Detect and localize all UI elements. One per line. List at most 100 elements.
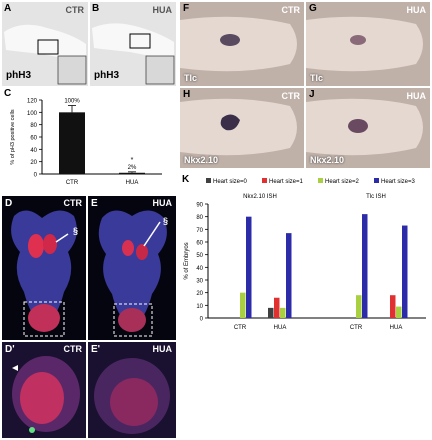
chart-k-group-title: Nkx2.10 ISH (243, 194, 277, 200)
chart-k-category-label: CTR (234, 325, 247, 331)
chart-k-group-title: Tlc ISH (366, 194, 386, 200)
chart-k-y-tick-label: 60 (196, 241, 203, 247)
panel-f-image (180, 2, 304, 86)
panel-a-letter: A (4, 3, 12, 14)
chart-k-y-tick-label: 40 (196, 266, 203, 272)
chart-c-significance: * (131, 157, 134, 164)
chart-c-y-tick-label: 100 (27, 111, 38, 117)
chart-k-bar (402, 225, 408, 318)
panel-b-letter: B (92, 3, 100, 14)
chart-k-bar (268, 307, 274, 318)
panel-b-image (90, 2, 176, 86)
chart-c-y-tick-label: 20 (30, 160, 37, 166)
panel-d-condition: CTR (63, 198, 83, 208)
chart-k-legend-label: Heart size=2 (325, 179, 360, 185)
chart-k-bar (362, 214, 368, 318)
panel-d-prime-letter: D' (5, 344, 15, 355)
chart-k: Heart size=0 Heart size=1 Heart size=2 Hear… (184, 178, 426, 331)
chart-c-category-label: HUA (126, 180, 139, 186)
chart-k-category-label: HUA (274, 325, 287, 331)
chart-k-bar (240, 292, 246, 318)
chart-k-bar (286, 233, 292, 318)
panel-f-letter: F (183, 3, 190, 14)
panel-d-prime-condition: CTR (63, 344, 83, 354)
panel-j: J HUA Nkx2.10 (306, 88, 430, 168)
panel-b-condition: HUA (152, 5, 173, 15)
panel-h-letter: H (183, 89, 191, 100)
panel-e-image (88, 196, 176, 340)
chart-k-legend-swatch (374, 178, 379, 183)
panel-j-image (306, 88, 430, 168)
panel-j-stain: Nkx2.10 (310, 155, 345, 165)
chart-k-bar (396, 306, 402, 318)
panel-g: G HUA Tlc (306, 2, 430, 86)
chart-k-y-tick-label: 90 (196, 203, 203, 209)
chart-k-y-tick-label: 10 (196, 304, 203, 310)
chart-k-bar (356, 295, 362, 318)
panel-d-marker: § (72, 226, 78, 236)
panel-e-condition: HUA (152, 198, 173, 208)
panel-b: B HUA phH3 (90, 2, 176, 86)
panel-k-letter: K (182, 174, 190, 185)
chart-c-y-tick-label: 0 (34, 173, 38, 179)
panel-g-letter: G (309, 3, 317, 14)
chart-k-y-tick-label: 0 (200, 317, 204, 323)
panel-h: H CTR Nkx2.10 (180, 88, 304, 168)
panel-g-image (306, 2, 430, 86)
panel-d-letter: D (5, 198, 13, 209)
panel-d-prime: D' CTR (2, 342, 86, 438)
chart-k-y-tick-label: 80 (196, 215, 203, 221)
panel-f: F CTR Tlc (180, 2, 304, 86)
chart-c-ylabel: % of pH3 positive cells (10, 109, 16, 165)
chart-k-legend-label: Heart size=0 (213, 179, 248, 185)
chart-k-y-tick-label: 30 (196, 279, 203, 285)
chart-c-y-tick-label: 40 (30, 148, 37, 154)
chart-c-bar (119, 172, 145, 174)
panel-j-condition: HUA (406, 91, 427, 101)
chart-k-category-label: CTR (350, 325, 363, 331)
panel-a-condition: CTR (65, 5, 85, 15)
chart-k-bar (280, 307, 286, 318)
panel-j-letter: J (309, 89, 315, 100)
chart-c-data-label: 100% (64, 99, 80, 105)
chart-c-y-tick-label: 120 (27, 99, 38, 105)
panel-g-stain: Tlc (310, 73, 324, 83)
panel-e-prime: E' HUA (88, 342, 176, 438)
panel-h-stain: Nkx2.10 (184, 155, 219, 165)
panel-a: A CTR phH3 (2, 2, 88, 86)
panel-e-prime-condition: HUA (152, 344, 173, 354)
panel-h-condition: CTR (281, 91, 301, 101)
panel-d: D CTR § (2, 196, 86, 340)
chart-k-bar (246, 216, 252, 318)
chart-c: 0 20 40 60 80 100 120 % of pH3 positive cells 10… (10, 99, 162, 186)
chart-k-legend-label: Heart size=1 (269, 179, 304, 185)
panel-e-prime-letter: E' (91, 344, 101, 355)
panel-e-prime-image (88, 342, 176, 438)
panel-a-image (2, 2, 88, 86)
chart-k-bar (274, 297, 280, 318)
panel-e: HUA E § (88, 196, 176, 340)
panel-k: K Heart size=0 Heart size=1 Heart size=2 He… (180, 172, 430, 342)
chart-k-ylabel: % of Embryos (184, 242, 190, 279)
chart-k-category-label: HUA (390, 325, 403, 331)
chart-k-y-tick-label: 20 (196, 291, 203, 297)
chart-c-data-label: 2% (128, 165, 137, 171)
panel-e-marker: § (162, 216, 168, 226)
panel-d-image (2, 196, 86, 340)
chart-c-category-label: CTR (66, 180, 79, 186)
chart-k-y-tick-label: 70 (196, 228, 203, 234)
panel-b-stain: phH3 (94, 70, 119, 81)
panel-h-image (180, 88, 304, 168)
chart-k-bar (390, 295, 396, 318)
chart-k-legend-swatch (262, 178, 267, 183)
panel-d-prime-image (2, 342, 86, 438)
chart-k-legend-swatch (206, 178, 211, 183)
panel-f-stain: Tlc (184, 73, 198, 83)
chart-c-bar (59, 112, 85, 174)
panel-c-letter: C (4, 88, 12, 99)
chart-c-y-tick-label: 80 (30, 123, 37, 129)
panel-f-condition: CTR (281, 5, 301, 15)
panel-e-letter: E (91, 198, 98, 209)
panel-c: C 0 20 40 60 80 100 120 % of pH3 positive cells… (2, 88, 176, 194)
chart-k-y-tick-label: 50 (196, 253, 203, 259)
